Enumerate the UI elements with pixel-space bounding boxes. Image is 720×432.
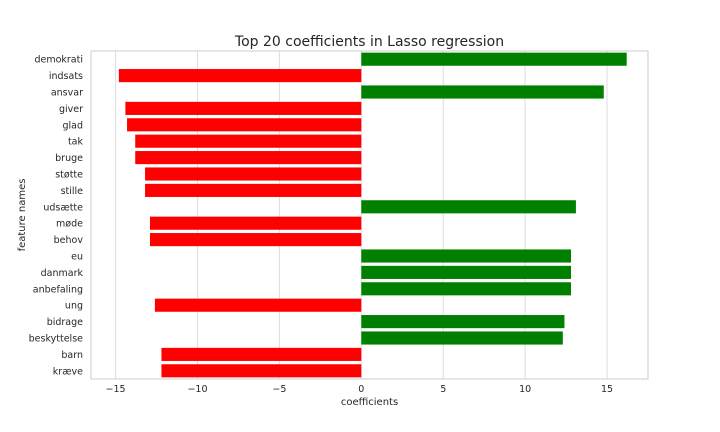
y-tick-label: anbefaling xyxy=(33,284,83,295)
bar-anbefaling xyxy=(361,282,572,296)
bar-behov xyxy=(149,233,362,247)
bar-barn xyxy=(161,347,362,361)
y-tick-label: støtte xyxy=(55,170,83,181)
bar-tak xyxy=(135,134,362,148)
x-tick-label: 10 xyxy=(519,384,531,395)
bar-eu xyxy=(361,249,572,263)
bars xyxy=(118,52,627,378)
x-tick-label: −10 xyxy=(187,384,207,395)
bar-indsats xyxy=(118,69,362,83)
grid-lines xyxy=(115,51,608,379)
y-tick-label: ung xyxy=(65,301,83,312)
bar-ung xyxy=(154,298,362,312)
y-tick-label: bruge xyxy=(55,153,83,164)
y-tick-label: stille xyxy=(61,186,84,197)
y-tick-label: beskyttelse xyxy=(29,334,83,345)
x-tick-label: 0 xyxy=(358,384,364,395)
bar-giver xyxy=(125,101,362,115)
x-tick-label: −15 xyxy=(106,384,126,395)
x-axis-ticks: −15 −10 −5 0 5 10 15 xyxy=(106,384,614,395)
y-tick-label: glad xyxy=(62,120,83,131)
y-tick-label: demokrati xyxy=(34,55,83,66)
bar-bidrage xyxy=(361,315,565,329)
bar-ansvar xyxy=(361,85,604,99)
bar-kræve xyxy=(161,364,362,378)
chart-title: Top 20 coefficients in Lasso regression xyxy=(234,34,504,50)
y-axis-label: feature names xyxy=(17,179,28,252)
bar-bruge xyxy=(135,151,362,165)
y-tick-label: tak xyxy=(68,137,84,148)
x-tick-label: 15 xyxy=(601,384,613,395)
bar-beskyttelse xyxy=(361,331,563,345)
bar-demokrati xyxy=(361,52,627,66)
y-tick-label: behov xyxy=(54,235,84,246)
bar-udsætte xyxy=(361,200,576,214)
y-tick-label: danmark xyxy=(41,268,84,279)
bar-danmark xyxy=(361,265,572,279)
x-tick-label: 5 xyxy=(440,384,446,395)
y-tick-label: giver xyxy=(59,104,83,115)
x-axis-label: coefficients xyxy=(341,397,398,408)
y-axis-ticks: demokrati indsats ansvar giver glad tak bruge s… xyxy=(29,55,84,378)
x-tick-label: −5 xyxy=(272,384,286,395)
y-tick-label: ansvar xyxy=(51,88,83,99)
y-tick-label: bidrage xyxy=(47,317,83,328)
y-tick-label: indsats xyxy=(49,71,83,82)
y-tick-label: eu xyxy=(71,252,83,263)
plot-frame xyxy=(90,50,649,380)
y-tick-label: kræve xyxy=(53,366,83,377)
y-tick-label: møde xyxy=(56,219,83,230)
y-tick-label: barn xyxy=(61,350,83,361)
bar-møde xyxy=(149,216,362,230)
y-tick-label: udsætte xyxy=(43,202,83,213)
bar-glad xyxy=(127,118,362,132)
bar-støtte xyxy=(145,167,362,181)
bar-stille xyxy=(145,183,362,197)
